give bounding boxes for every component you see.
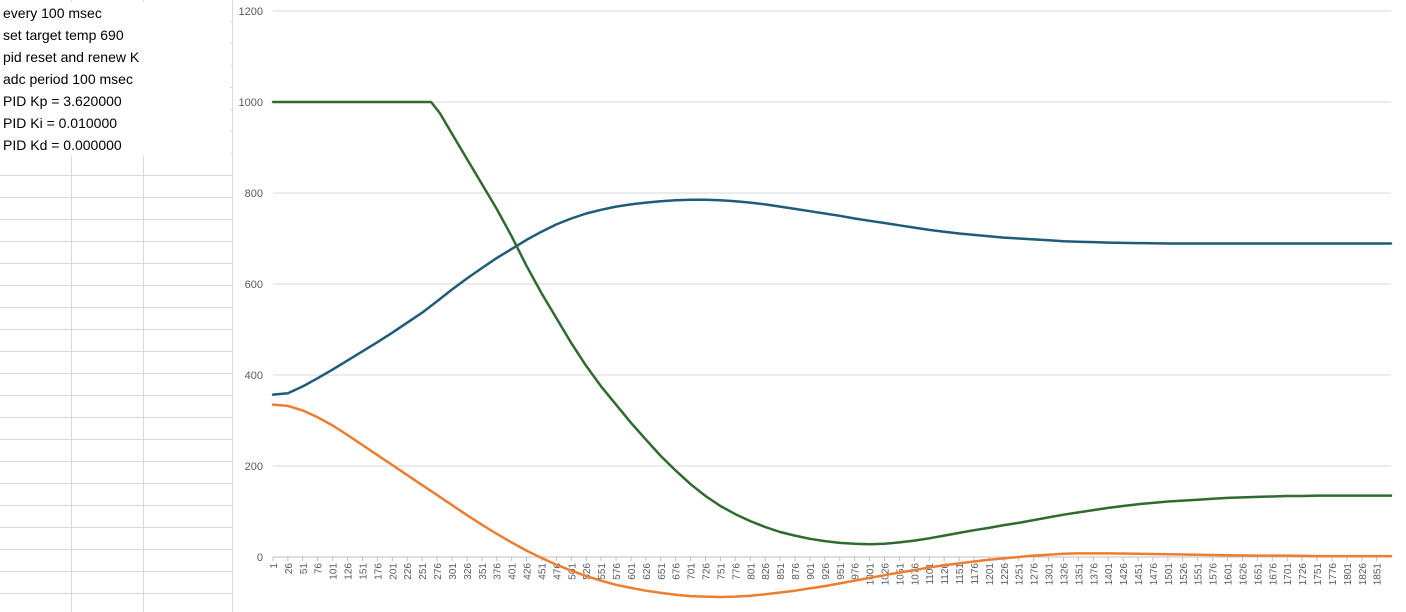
x-tick-label-4: 101 (329, 563, 340, 580)
x-tick-label-23: 576 (612, 563, 623, 580)
series-line-0 (271, 198, 1393, 396)
x-tick-label-73: 1826 (1358, 563, 1369, 586)
x-tick-label-69: 1726 (1298, 563, 1309, 586)
x-tick-label-39: 976 (851, 563, 862, 580)
spreadsheet-grid[interactable]: every 100 msec set target temp 690 pid r… (0, 0, 233, 612)
x-tick-label-55: 1376 (1089, 563, 1100, 586)
x-tick-label-26: 651 (657, 563, 668, 580)
x-tick-label-74: 1851 (1373, 563, 1384, 586)
x-tick-label-12: 301 (448, 563, 459, 580)
y-tick-label-1: 200 (245, 461, 263, 473)
x-tick-label-22: 551 (597, 563, 608, 580)
x-tick-label-70: 1751 (1313, 563, 1324, 586)
x-tick-label-15: 376 (493, 563, 504, 580)
x-tick-label-36: 901 (806, 563, 817, 580)
cell-a3[interactable]: pid reset and renew K (0, 46, 230, 68)
x-tick-label-65: 1626 (1238, 563, 1249, 586)
x-tick-label-25: 626 (642, 563, 653, 580)
x-tick-label-7: 176 (373, 563, 384, 580)
y-tick-label-5: 1000 (239, 97, 263, 109)
x-tick-label-48: 1201 (985, 563, 996, 586)
y-tick-label-0: 0 (257, 552, 263, 564)
y-tick-label-2: 400 (245, 370, 263, 382)
x-tick-label-16: 401 (508, 563, 519, 580)
x-tick-label-30: 751 (716, 563, 727, 580)
x-tick-label-21: 526 (582, 563, 593, 580)
x-tick-label-64: 1601 (1224, 563, 1235, 586)
series-line-2 (271, 100, 1393, 546)
x-tick-label-71: 1776 (1328, 563, 1339, 586)
x-tick-label-40: 1001 (866, 563, 877, 586)
x-tick-label-57: 1426 (1119, 563, 1130, 586)
x-tick-label-43: 1076 (910, 563, 921, 586)
x-tick-label-34: 851 (776, 563, 787, 580)
x-tick-label-6: 151 (358, 563, 369, 580)
x-tick-label-59: 1476 (1149, 563, 1160, 586)
x-tick-label-46: 1151 (955, 563, 966, 585)
gridlines (273, 10, 1391, 558)
cell-a5[interactable]: PID Kp = 3.620000 (0, 90, 230, 112)
x-tick-label-45: 1126 (940, 563, 951, 585)
x-tick-label-0: 1 (269, 563, 280, 569)
x-tick-label-24: 601 (627, 563, 638, 580)
x-tick-label-8: 201 (388, 563, 399, 580)
x-tick-label-50: 1251 (1015, 563, 1026, 586)
x-tick-label-66: 1651 (1253, 563, 1264, 586)
x-tick-label-62: 1551 (1194, 563, 1205, 586)
x-tick-label-58: 1451 (1134, 563, 1145, 586)
x-tick-label-29: 726 (702, 563, 713, 580)
x-tick-label-11: 276 (433, 563, 444, 580)
y-tick-label-6: 1200 (239, 6, 263, 18)
x-tick-label-67: 1676 (1268, 563, 1279, 586)
x-tick-label-5: 126 (344, 563, 355, 580)
x-tick-label-56: 1401 (1104, 563, 1115, 586)
x-tick-label-42: 1051 (895, 563, 906, 586)
x-tick-label-60: 1501 (1164, 563, 1175, 586)
x-tick-label-17: 426 (523, 563, 534, 580)
x-axis: 1 26 51 76 101 126 151 176 201 226 251 276 301 326 351… (269, 557, 1384, 585)
x-tick-label-37: 926 (821, 563, 832, 580)
x-tick-label-72: 1801 (1343, 563, 1354, 586)
series-lines (271, 100, 1393, 599)
x-tick-label-49: 1226 (1000, 563, 1011, 586)
x-tick-label-53: 1326 (1059, 563, 1070, 586)
x-tick-label-51: 1276 (1030, 563, 1041, 586)
x-tick-label-63: 1576 (1209, 563, 1220, 586)
x-tick-label-54: 1351 (1074, 563, 1085, 586)
x-tick-label-47: 1176 (970, 563, 981, 585)
x-tick-label-14: 351 (478, 563, 489, 580)
cell-a1[interactable]: every 100 msec (0, 2, 230, 24)
x-tick-label-2: 51 (299, 563, 310, 575)
x-tick-label-44: 1101 (925, 563, 936, 585)
x-tick-label-1: 26 (284, 563, 295, 575)
y-axis: 0 200 400 600 800 1000 1200 (239, 6, 263, 564)
x-tick-label-35: 876 (791, 563, 802, 580)
x-tick-label-13: 326 (463, 563, 474, 580)
x-tick-label-31: 776 (731, 563, 742, 580)
series-line-1 (271, 403, 1393, 599)
x-tick-label-68: 1701 (1283, 563, 1294, 586)
x-tick-label-3: 76 (314, 563, 325, 575)
x-tick-label-27: 676 (672, 563, 683, 580)
x-tick-label-38: 951 (836, 563, 847, 580)
x-tick-label-52: 1301 (1045, 563, 1056, 586)
cell-a2[interactable]: set target temp 690 (0, 24, 230, 46)
x-tick-label-61: 1526 (1179, 563, 1190, 586)
y-tick-label-3: 600 (245, 279, 263, 291)
y-tick-label-4: 800 (245, 188, 263, 200)
x-tick-label-18: 451 (537, 563, 548, 580)
x-tick-label-32: 801 (746, 563, 757, 580)
x-tick-label-10: 251 (418, 563, 429, 580)
cell-a6[interactable]: PID Ki = 0.010000 (0, 112, 230, 134)
x-tick-label-19: 476 (552, 563, 563, 580)
cell-a7[interactable]: PID Kd = 0.000000 (0, 134, 230, 156)
x-tick-label-33: 826 (761, 563, 772, 580)
x-tick-label-28: 701 (687, 563, 698, 580)
x-tick-label-9: 226 (403, 563, 414, 580)
cell-a4[interactable]: adc period 100 msec (0, 68, 230, 90)
